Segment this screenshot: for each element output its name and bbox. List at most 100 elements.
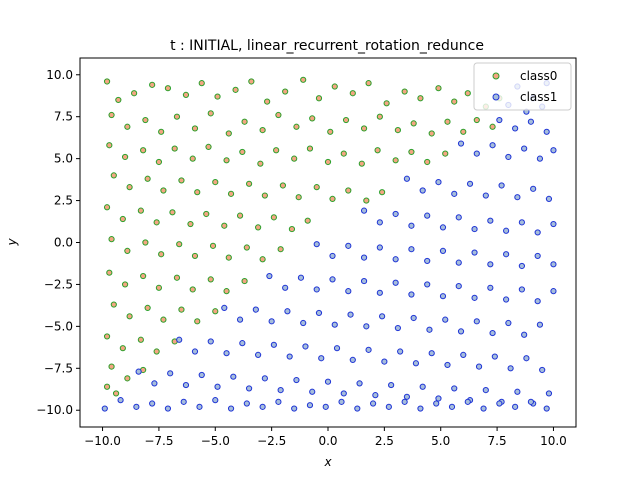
point-class0-41 bbox=[376, 113, 383, 120]
point-class0-9 bbox=[248, 78, 255, 85]
point-class1-39 bbox=[550, 220, 557, 228]
x-tick-label: 2.5 bbox=[375, 434, 394, 448]
point-class0-17 bbox=[383, 100, 390, 107]
point-class1-172 bbox=[496, 400, 503, 407]
point-class0-46 bbox=[460, 128, 467, 135]
point-class0-79 bbox=[261, 192, 268, 199]
point-class1-131 bbox=[309, 388, 316, 395]
point-class1-24 bbox=[514, 194, 521, 201]
point-class1-54 bbox=[534, 252, 541, 260]
point-class0-76 bbox=[212, 179, 219, 186]
point-class0-25 bbox=[108, 111, 115, 119]
point-class0-107 bbox=[225, 254, 232, 261]
point-class1-85 bbox=[379, 313, 386, 320]
point-class0-42 bbox=[394, 127, 401, 134]
point-class0-123 bbox=[160, 316, 167, 323]
point-class1-22 bbox=[482, 192, 489, 199]
point-class0-65 bbox=[374, 147, 381, 154]
point-class0-110 bbox=[277, 246, 284, 253]
point-class1-67 bbox=[439, 293, 447, 300]
point-class0-3 bbox=[149, 81, 156, 88]
legend-marker-class1 bbox=[492, 93, 500, 101]
point-class1-37 bbox=[518, 219, 525, 226]
point-class0-59 bbox=[273, 147, 280, 154]
x-tick-label: −7.5 bbox=[144, 434, 173, 448]
x-axis-label: x bbox=[323, 455, 332, 469]
point-class0-28 bbox=[158, 128, 165, 135]
point-class1-8 bbox=[527, 118, 535, 125]
point-class0-0 bbox=[103, 78, 111, 85]
point-class1-63 bbox=[376, 289, 383, 296]
point-class0-112 bbox=[121, 281, 129, 288]
point-class1-10 bbox=[457, 140, 465, 147]
point-class0-56 bbox=[223, 157, 230, 164]
point-class0-77 bbox=[227, 190, 235, 197]
point-class1-139 bbox=[435, 395, 442, 402]
point-class1-130 bbox=[293, 376, 300, 384]
point-class0-73 bbox=[160, 187, 167, 194]
point-class0-14 bbox=[331, 83, 338, 90]
point-class0-11 bbox=[282, 88, 289, 95]
point-class1-33 bbox=[455, 214, 462, 221]
point-class0-26 bbox=[124, 123, 131, 130]
point-class1-142 bbox=[482, 387, 489, 394]
point-class1-70 bbox=[487, 284, 494, 291]
point-class1-86 bbox=[394, 324, 401, 332]
point-class0-120 bbox=[110, 301, 117, 308]
point-class1-51 bbox=[487, 261, 494, 268]
point-class1-52 bbox=[503, 251, 510, 258]
point-class1-46 bbox=[408, 246, 415, 253]
point-class0-29 bbox=[173, 113, 181, 120]
point-class0-101 bbox=[124, 247, 131, 254]
point-class0-21 bbox=[451, 98, 458, 105]
point-class1-154 bbox=[212, 397, 219, 404]
point-class0-45 bbox=[444, 118, 451, 125]
point-class0-10 bbox=[264, 98, 271, 105]
point-class0-104 bbox=[176, 241, 183, 248]
point-class0-18 bbox=[401, 88, 408, 95]
point-class1-129 bbox=[277, 387, 284, 394]
point-class0-81 bbox=[295, 194, 302, 201]
y-tick-label: −7.5 bbox=[44, 361, 73, 375]
point-class0-70 bbox=[110, 172, 117, 179]
point-class0-100 bbox=[108, 236, 115, 243]
point-class1-123 bbox=[182, 381, 190, 389]
point-class1-167 bbox=[417, 405, 424, 412]
point-class1-89 bbox=[442, 316, 449, 323]
point-class1-48 bbox=[439, 247, 447, 254]
point-class1-164 bbox=[369, 400, 377, 407]
point-class0-74 bbox=[178, 177, 185, 184]
point-class1-158 bbox=[275, 398, 282, 405]
point-class1-169 bbox=[448, 403, 456, 410]
point-class1-83 bbox=[347, 311, 354, 318]
point-class0-91 bbox=[169, 209, 176, 216]
point-class1-150 bbox=[149, 400, 156, 407]
point-class0-114 bbox=[155, 284, 163, 291]
point-class0-71 bbox=[126, 184, 133, 191]
point-class0-30 bbox=[191, 125, 199, 132]
point-class0-15 bbox=[349, 90, 356, 97]
x-tick-label: −5.0 bbox=[201, 434, 230, 448]
point-class1-20 bbox=[451, 190, 458, 197]
y-tick-label: −10.0 bbox=[36, 403, 73, 417]
point-class0-133 bbox=[124, 375, 131, 382]
point-class1-110 bbox=[397, 348, 404, 355]
point-class1-136 bbox=[388, 381, 395, 389]
point-class0-34 bbox=[259, 127, 266, 134]
point-class1-42 bbox=[345, 242, 352, 249]
point-class0-5 bbox=[182, 91, 190, 99]
point-class1-113 bbox=[444, 361, 451, 369]
point-class1-49 bbox=[455, 259, 462, 266]
point-class0-125 bbox=[194, 318, 201, 325]
point-class0-43 bbox=[410, 120, 417, 127]
point-class1-74 bbox=[550, 288, 557, 295]
y-axis-label: y bbox=[5, 238, 19, 247]
point-class1-155 bbox=[227, 405, 235, 412]
point-class0-51 bbox=[140, 147, 147, 154]
point-class1-171 bbox=[480, 405, 487, 412]
point-class1-71 bbox=[503, 296, 510, 303]
point-class0-85 bbox=[363, 197, 370, 204]
point-class1-147 bbox=[101, 405, 108, 412]
point-class1-104 bbox=[302, 343, 309, 350]
point-class0-60 bbox=[291, 155, 298, 162]
